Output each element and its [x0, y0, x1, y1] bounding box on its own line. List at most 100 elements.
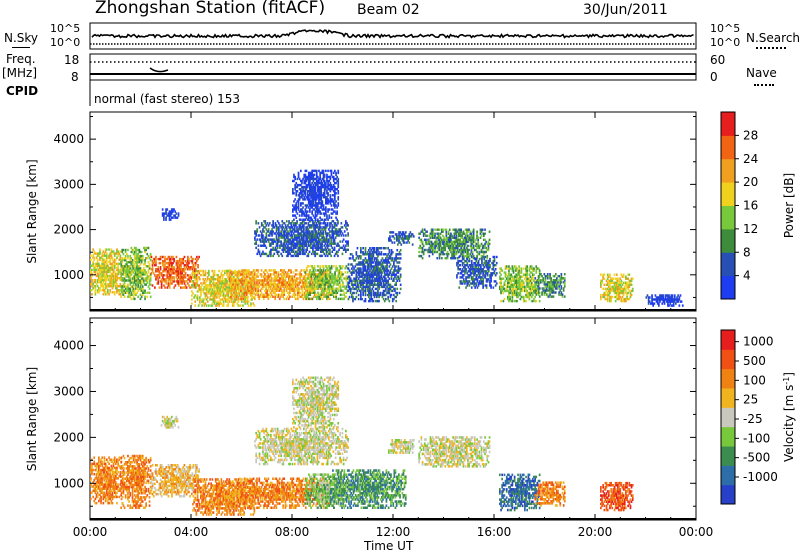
echo-cell: [292, 254, 295, 258]
echo-cell: [164, 270, 166, 273]
echo-cell: [121, 261, 124, 264]
echo-cell: [245, 293, 248, 296]
echo-cell: [168, 218, 171, 221]
echo-cell: [300, 188, 302, 191]
echo-cell: [292, 204, 294, 207]
echo-cell: [322, 185, 325, 189]
echo-cell: [147, 277, 150, 280]
echo-cell: [176, 272, 179, 275]
echo-cell: [208, 271, 210, 275]
nsky-line: [91, 29, 694, 39]
echo-cell: [409, 235, 412, 238]
echo-cell: [241, 273, 244, 276]
echo-cell: [292, 240, 295, 243]
echo-cell: [119, 278, 122, 282]
echo-cell: [332, 236, 335, 239]
echo-cell: [272, 238, 274, 241]
echo-cell: [252, 273, 255, 276]
echo-cell: [281, 269, 283, 272]
echo-cell: [275, 230, 278, 233]
echo-cell: [296, 234, 298, 237]
echo-cell: [263, 238, 265, 241]
echo-cell: [322, 234, 324, 237]
echo-cell: [398, 235, 400, 238]
echo-cell: [163, 259, 165, 263]
echo-cell: [140, 257, 143, 260]
echo-cell: [313, 177, 316, 181]
echo-cell: [189, 286, 191, 289]
echo-cell: [287, 246, 289, 249]
echo-cell: [307, 228, 310, 231]
echo-cell: [128, 287, 130, 290]
echo-cell: [148, 287, 151, 290]
echo-cell: [138, 257, 141, 260]
echo-cell: [218, 292, 220, 295]
echo-cell: [406, 235, 408, 238]
echo-cell: [273, 277, 275, 280]
echo-cell: [339, 271, 342, 274]
echo-cell: [308, 224, 311, 227]
echo-cell: [421, 228, 424, 231]
echo-cell: [294, 204, 296, 207]
echo-cell: [110, 256, 113, 259]
echo-cell: [433, 236, 435, 239]
echo-cell: [442, 242, 444, 246]
echo-cell: [321, 232, 323, 235]
echo-cell: [289, 277, 291, 280]
echo-cell: [326, 250, 329, 253]
echo-cell: [302, 269, 305, 272]
echo-cell: [327, 295, 329, 298]
echo-cell: [288, 242, 290, 245]
echo-cell: [96, 252, 99, 255]
echo-cell: [305, 222, 307, 225]
echo-cell: [271, 238, 273, 241]
echo-cell: [369, 293, 371, 297]
echo-cell: [286, 285, 289, 288]
echo-cell: [386, 285, 388, 289]
echo-cell: [304, 291, 307, 294]
echo-cell: [191, 259, 194, 263]
echo-cell: [361, 263, 363, 266]
echo-cell: [309, 171, 311, 175]
echo-cell: [246, 300, 249, 303]
echo-cell: [369, 257, 371, 260]
echo-cell: [298, 228, 301, 231]
echo-cell: [336, 218, 338, 221]
echo-cell: [334, 281, 336, 284]
echo-cell: [268, 232, 271, 235]
echo-cell: [249, 281, 251, 284]
echo-cell: [133, 259, 136, 262]
echo-cell: [137, 248, 139, 252]
echo-cell: [372, 279, 375, 282]
echo-cell: [292, 287, 295, 290]
echo-cell: [170, 212, 173, 215]
echo-cell: [100, 264, 102, 267]
echo-cell: [244, 273, 247, 276]
echo-cell: [270, 279, 273, 282]
echo-cell: [329, 275, 332, 278]
echo-cell: [281, 234, 284, 237]
echo-cell: [331, 224, 334, 227]
echo-cell: [293, 275, 296, 278]
echo-cell: [308, 293, 310, 296]
echo-cell: [371, 259, 374, 262]
echo-cell: [319, 196, 321, 199]
echo-cell: [429, 240, 432, 244]
echo-cell: [309, 287, 311, 290]
echo-cell: [206, 275, 209, 279]
echo-cell: [129, 267, 132, 270]
echo-cell: [310, 273, 312, 276]
echo-cell: [92, 256, 94, 259]
echo-cell: [171, 255, 173, 259]
echo-cell: [230, 285, 232, 288]
echo-cell: [337, 283, 340, 286]
echo-cell: [319, 181, 321, 185]
echo-cell: [192, 269, 194, 273]
echo-cell: [301, 246, 304, 249]
echo-cell: [173, 278, 175, 281]
echo-cell: [311, 181, 313, 185]
echo-cell: [306, 204, 309, 207]
echo-cell: [364, 247, 367, 250]
echo-cell: [328, 279, 331, 282]
echo-cell: [139, 281, 142, 284]
